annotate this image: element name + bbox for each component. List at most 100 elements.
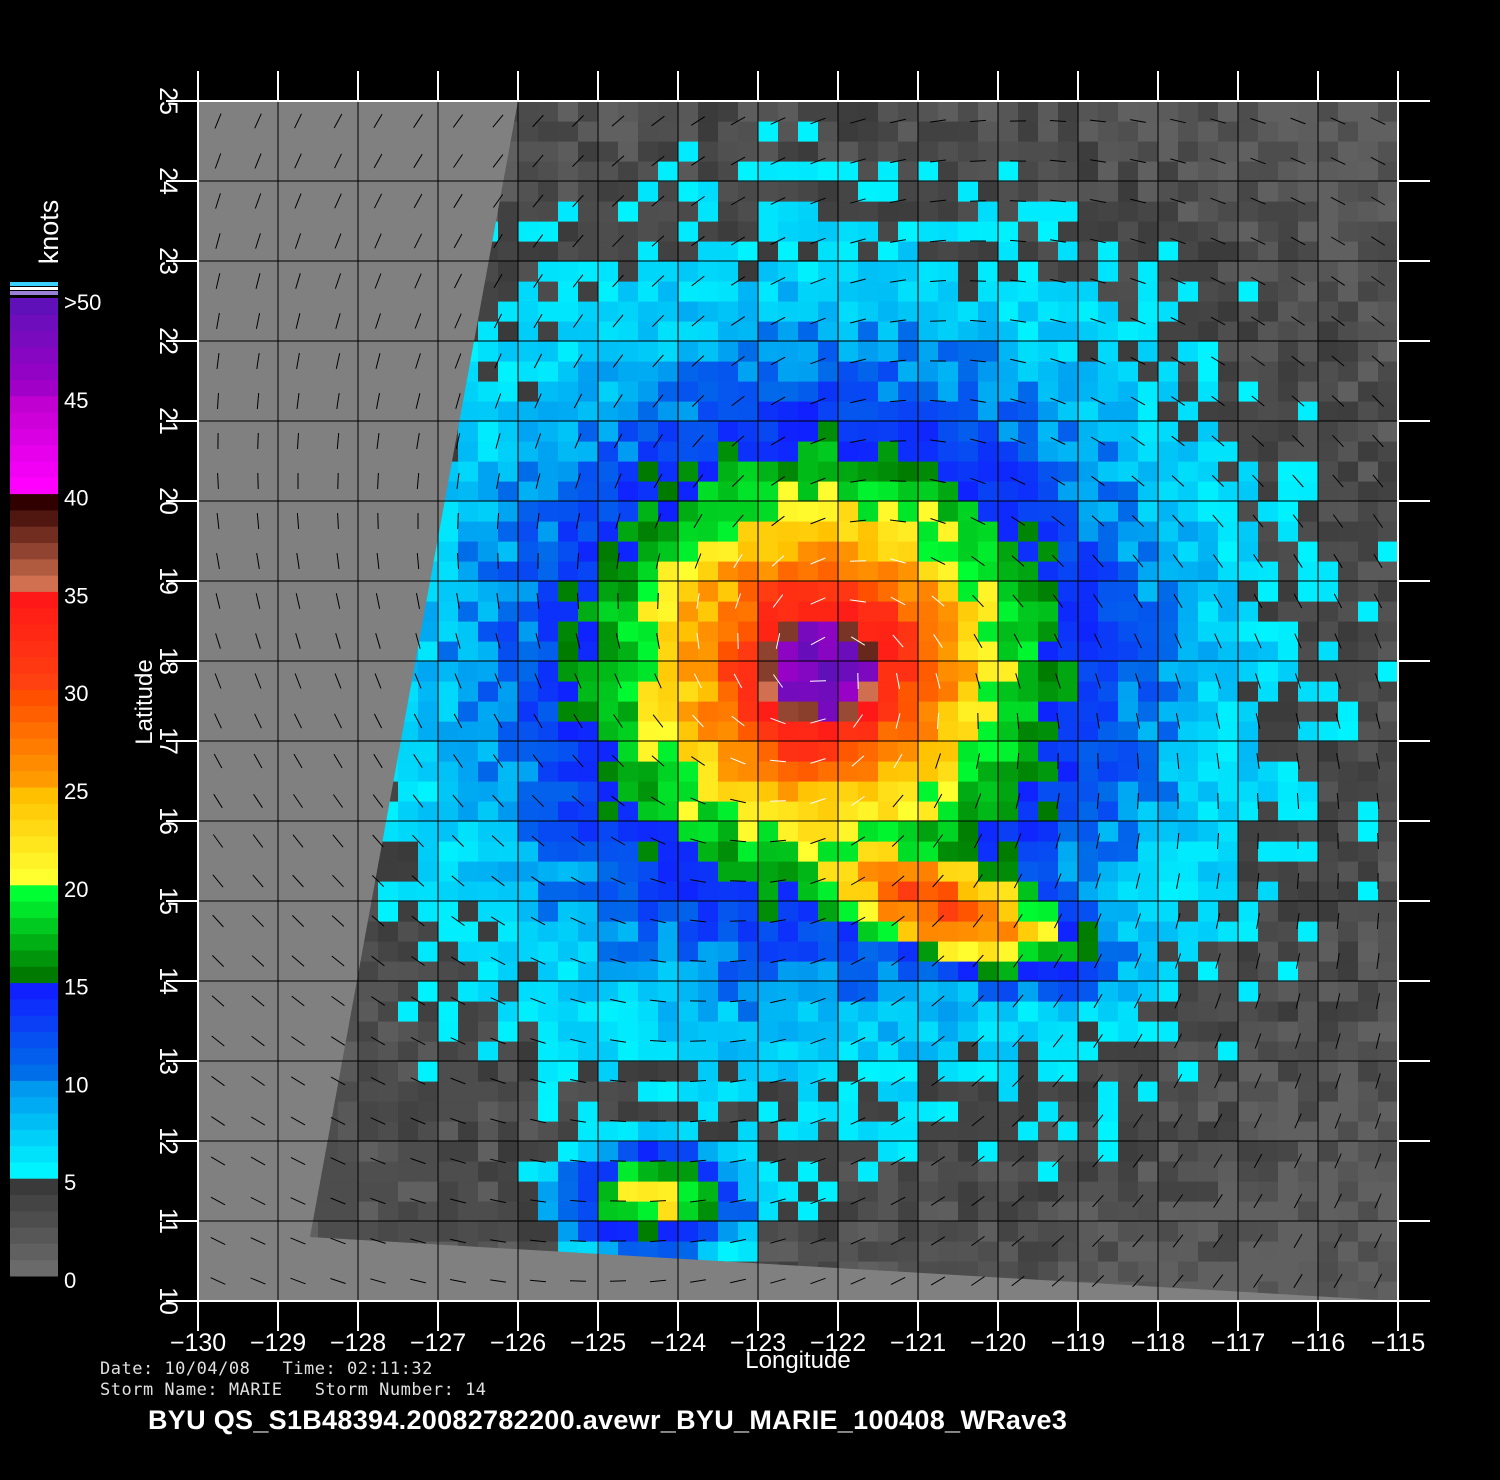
wind-vector [1172, 554, 1184, 568]
wind-cell [1218, 641, 1239, 662]
wind-cell [918, 681, 939, 702]
wind-vector [1254, 1073, 1262, 1089]
wind-cell [1018, 621, 1039, 642]
wind-cell [538, 921, 559, 942]
wind-cell [1138, 781, 1159, 802]
wind-vector [1213, 1194, 1223, 1208]
wind-cell [718, 1201, 739, 1222]
wind-vector [1175, 713, 1181, 729]
wind-cell [1198, 521, 1219, 542]
wind-cell [398, 1061, 419, 1082]
wind-cell [1238, 521, 1259, 542]
wind-cell [1378, 521, 1398, 542]
y-axis-label: Latitude [131, 659, 158, 744]
wind-cell [698, 581, 719, 602]
wind-cell [818, 621, 839, 642]
wind-cell [1358, 1121, 1379, 1142]
wind-vector [255, 313, 261, 329]
wind-vector [530, 1199, 546, 1203]
wind-cell [598, 681, 619, 702]
wind-cell [398, 961, 419, 982]
wind-cell [478, 621, 499, 642]
wind-cell [1158, 681, 1179, 702]
wind-cell [498, 1121, 519, 1142]
colorbar-band [10, 379, 58, 397]
wind-cell [538, 841, 559, 862]
wind-cell [1158, 721, 1179, 742]
wind-cell [998, 201, 1019, 222]
wind-cell [718, 1101, 739, 1122]
wind-cell [438, 941, 459, 962]
wind-cell [1278, 141, 1299, 162]
wind-cell [1098, 941, 1119, 962]
wind-cell [898, 361, 919, 382]
wind-cell [698, 1241, 719, 1262]
wind-cell [878, 1101, 899, 1122]
wind-cell [758, 381, 779, 402]
wind-cell [1298, 501, 1319, 522]
wind-cell [638, 941, 659, 962]
wind-vector [492, 754, 504, 768]
wind-vector [770, 1238, 786, 1244]
wind-vector [370, 1238, 386, 1244]
wind-cell [798, 261, 819, 282]
wind-vector [971, 1115, 985, 1127]
wind-cell [858, 901, 879, 922]
wind-vector [291, 1036, 305, 1046]
wind-cell [1038, 401, 1059, 422]
wind-cell [478, 361, 499, 382]
wind-vector [1131, 475, 1145, 487]
wind-cell [1078, 821, 1099, 842]
wind-cell [1358, 821, 1379, 842]
wind-vector [690, 879, 706, 883]
wind-cell [938, 161, 959, 182]
wind-cell [758, 1221, 779, 1242]
wind-vector [376, 552, 380, 570]
wind-cell [1278, 501, 1299, 522]
wind-vector [1094, 913, 1102, 929]
wind-cell [958, 1201, 979, 1222]
wind-cell [898, 1061, 919, 1082]
wind-cell [1118, 461, 1139, 482]
wind-cell [558, 741, 579, 762]
wind-vector [492, 194, 504, 208]
wind-cell [798, 1141, 819, 1162]
wind-cell [1078, 1181, 1099, 1202]
wind-cell [1198, 1041, 1219, 1062]
colorbar-band [10, 982, 58, 1000]
wind-vector [771, 515, 785, 527]
wind-cell [718, 601, 739, 622]
wind-cell [1278, 261, 1299, 282]
wind-cell [598, 141, 619, 162]
wind-cell [598, 481, 619, 502]
wind-cell [418, 1221, 439, 1242]
wind-vector [1212, 1234, 1224, 1248]
wind-cell [718, 561, 739, 582]
wind-cell [498, 941, 519, 962]
wind-cell [718, 301, 739, 322]
wind-cell [798, 601, 819, 622]
wind-cell [478, 541, 499, 562]
wind-cell [638, 961, 659, 982]
wind-vector [652, 714, 664, 728]
wind-vector [810, 636, 826, 646]
wind-cell [998, 401, 1019, 422]
wind-cell [658, 701, 679, 722]
wind-cell [1058, 141, 1079, 162]
wind-cell [558, 441, 579, 462]
wind-cell [718, 161, 739, 182]
wind-vector [490, 1239, 506, 1243]
wind-vector [536, 513, 540, 529]
wind-cell [618, 1161, 639, 1182]
wind-cell [1078, 161, 1099, 182]
wind-cell [738, 1201, 759, 1222]
wind-vector [451, 875, 465, 887]
wind-vector [1214, 993, 1222, 1009]
wind-cell [918, 301, 939, 322]
wind-vector [889, 480, 907, 482]
colorbar-tick-label: 20 [64, 877, 88, 902]
wind-cell [638, 981, 659, 1002]
wind-vector [810, 1037, 826, 1045]
wind-vector [334, 193, 342, 209]
wind-cell [518, 421, 539, 442]
